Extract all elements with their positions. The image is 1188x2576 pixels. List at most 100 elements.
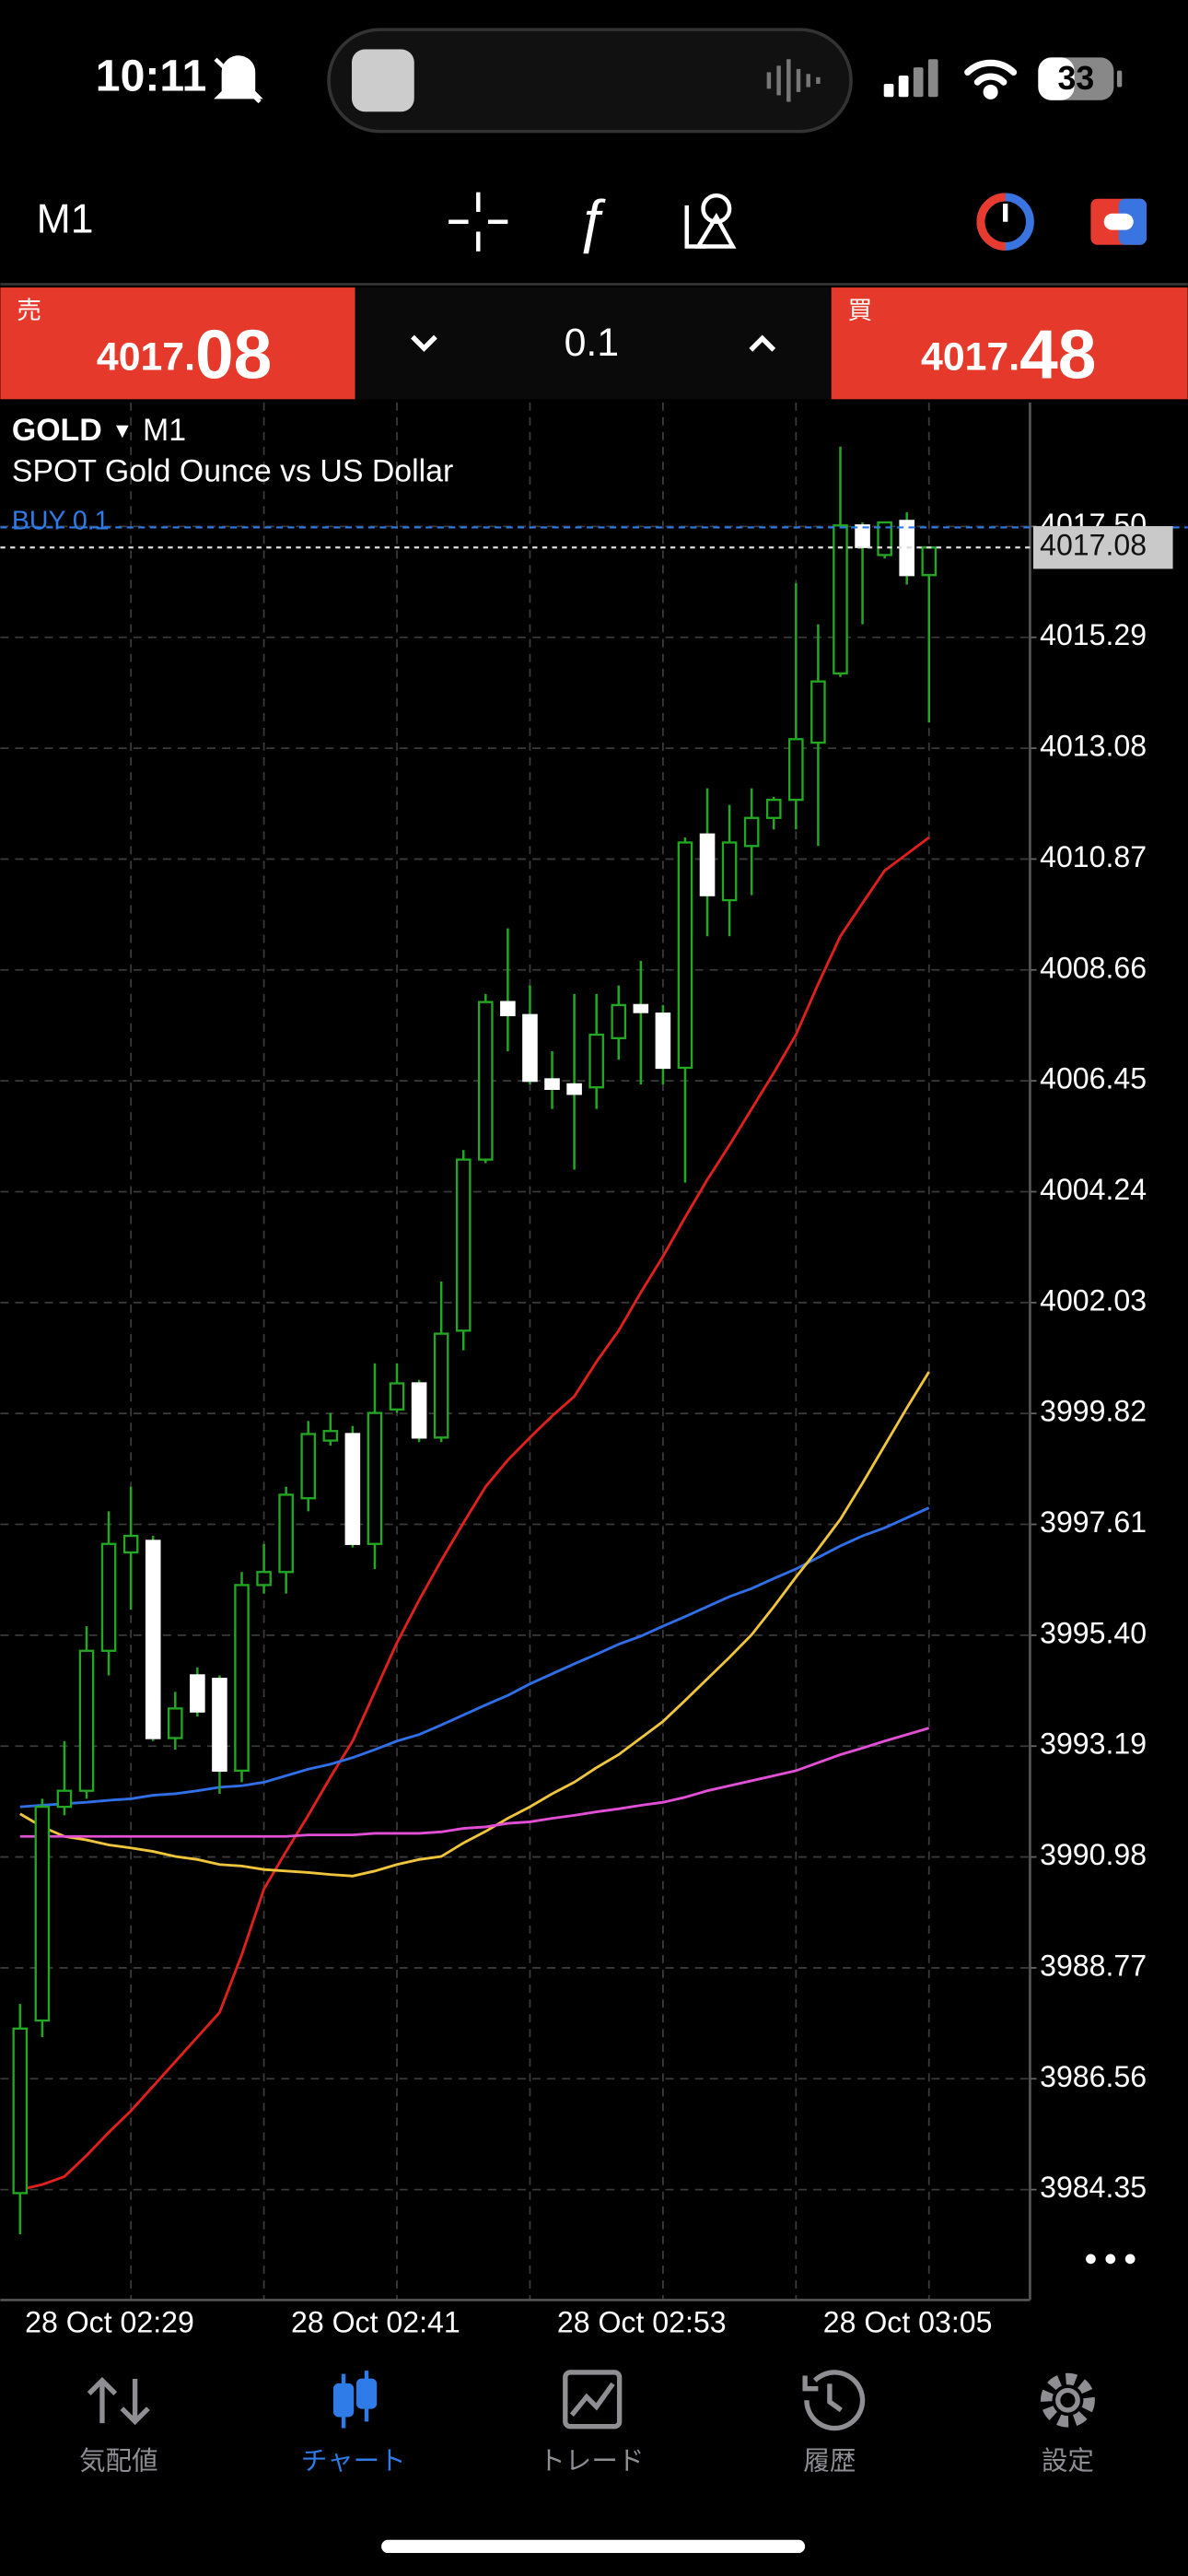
- buy-price-main: 4017.: [921, 335, 1019, 380]
- indicator-line: [19, 1727, 930, 1838]
- media-thumbnail: [351, 49, 414, 112]
- sell-label: 売: [17, 297, 41, 324]
- candle-body: [721, 841, 738, 902]
- sell-price: 4017.08: [97, 315, 272, 392]
- candle-body: [411, 1382, 427, 1439]
- chart: 4017.504015.294013.084010.874008.664006.…: [0, 402, 1188, 2339]
- y-tick-label: 4015.29: [1040, 618, 1147, 651]
- dynamic-island: [327, 28, 853, 134]
- candle-body: [278, 1493, 294, 1574]
- objects-button[interactable]: [684, 193, 737, 249]
- one-click-button[interactable]: [976, 193, 1034, 251]
- candle-body: [100, 1542, 117, 1652]
- chart-symbol: GOLD ▼ M1: [12, 413, 186, 448]
- tab-quotes-icon[interactable]: [87, 2377, 150, 2426]
- volume-down[interactable]: [411, 334, 437, 352]
- buy-price-pips: 48: [1019, 315, 1096, 392]
- indicators-button[interactable]: ƒ: [575, 187, 608, 254]
- x-tick-label: 28 Oct 03:05: [823, 2306, 993, 2339]
- tab-chart-icon[interactable]: [332, 2371, 378, 2429]
- candle-body: [367, 1411, 383, 1545]
- candle-body: [122, 1534, 139, 1554]
- y-tick-label: 4010.87: [1040, 840, 1147, 873]
- candle-body: [256, 1571, 272, 1587]
- silent-icon: [214, 55, 263, 104]
- indicator-line: [19, 1506, 930, 1809]
- candle-body: [544, 1078, 560, 1091]
- y-tick-label: 3997.61: [1040, 1505, 1147, 1539]
- volume-value[interactable]: 0.1: [565, 321, 619, 365]
- y-tick-label: 4008.66: [1040, 951, 1147, 984]
- battery-tip: [1116, 70, 1123, 88]
- tab-label[interactable]: 設定: [1042, 2446, 1094, 2476]
- y-tick-label: 4004.24: [1040, 1173, 1147, 1206]
- candle-body: [145, 1540, 161, 1739]
- candle-body: [788, 738, 804, 802]
- y-tick-label: 3999.82: [1040, 1395, 1147, 1428]
- battery-level: [1038, 57, 1075, 100]
- x-tick-label: 28 Oct 02:29: [25, 2306, 194, 2339]
- wifi-icon: [964, 59, 1018, 100]
- y-tick-label: 3995.40: [1040, 1616, 1147, 1649]
- candle-body: [478, 1001, 494, 1161]
- y-tick-label: 3984.35: [1040, 2171, 1147, 2204]
- candle-body: [500, 1001, 516, 1016]
- candle-body: [212, 1678, 227, 1773]
- candle-body: [168, 1707, 183, 1739]
- candle-body: [433, 1332, 449, 1439]
- candle-body: [588, 1033, 604, 1089]
- candle-body: [344, 1433, 361, 1545]
- chart-description: SPOT Gold Ounce vs US Dollar: [12, 454, 453, 489]
- candle-body: [300, 1433, 317, 1500]
- candle-body: [611, 1003, 627, 1040]
- indicator-line: [19, 836, 930, 2192]
- tab-label[interactable]: 履歴: [803, 2446, 856, 2476]
- candle-body: [389, 1382, 405, 1411]
- buy-button[interactable]: 買 4017.48: [831, 287, 1188, 400]
- candle-body: [699, 833, 716, 896]
- candle-body: [34, 1805, 51, 2022]
- y-tick-label: 4002.03: [1040, 1283, 1147, 1317]
- candle-body: [855, 524, 870, 548]
- candle-body: [522, 1013, 538, 1083]
- y-tick-label: 3990.98: [1040, 1838, 1147, 1871]
- last-price-tag: [1032, 526, 1173, 569]
- position-label: BUY 0.1: [12, 507, 110, 536]
- candle-body: [78, 1649, 95, 1792]
- candle-body: [765, 799, 782, 819]
- y-tick-label: 4013.08: [1040, 730, 1147, 763]
- buy-price: 4017.48: [921, 315, 1096, 392]
- tab-label[interactable]: チャート: [301, 2446, 406, 2476]
- timeframe-button[interactable]: M1: [37, 197, 94, 242]
- x-tick-label: 28 Oct 02:53: [557, 2306, 727, 2339]
- candle-body: [190, 1674, 205, 1713]
- more-button[interactable]: [1086, 2254, 1136, 2265]
- volume-up[interactable]: [749, 334, 776, 352]
- sell-price-pips: 08: [195, 315, 272, 392]
- tab-settings-icon[interactable]: [1041, 2372, 1095, 2428]
- buy-label: 買: [847, 297, 872, 324]
- symbol-dropdown: ▼: [111, 418, 133, 442]
- sell-price-main: 4017.: [97, 335, 195, 380]
- symbol: GOLD: [12, 413, 102, 448]
- tab-label[interactable]: トレード: [539, 2446, 644, 2476]
- tab-history-icon[interactable]: [802, 2370, 866, 2431]
- candle-body: [566, 1083, 582, 1095]
- candle-body: [12, 2027, 29, 2195]
- trade-toggle-button[interactable]: [1090, 198, 1147, 245]
- tab-label[interactable]: 気配値: [79, 2446, 158, 2476]
- chart-timeframe: M1: [143, 413, 186, 448]
- indicator-line: [19, 1371, 930, 1878]
- candle-body: [455, 1158, 472, 1332]
- crosshair-button[interactable]: [448, 192, 508, 252]
- last-price-label: 4017.08: [1040, 529, 1147, 562]
- candle-body: [677, 841, 693, 1070]
- audio-wave: [766, 59, 821, 102]
- y-tick-label: 3993.19: [1040, 1727, 1147, 1761]
- sell-button[interactable]: 売 4017.08: [0, 287, 355, 400]
- tab-trade-icon[interactable]: [563, 2370, 623, 2430]
- battery-text: 33: [1058, 60, 1095, 97]
